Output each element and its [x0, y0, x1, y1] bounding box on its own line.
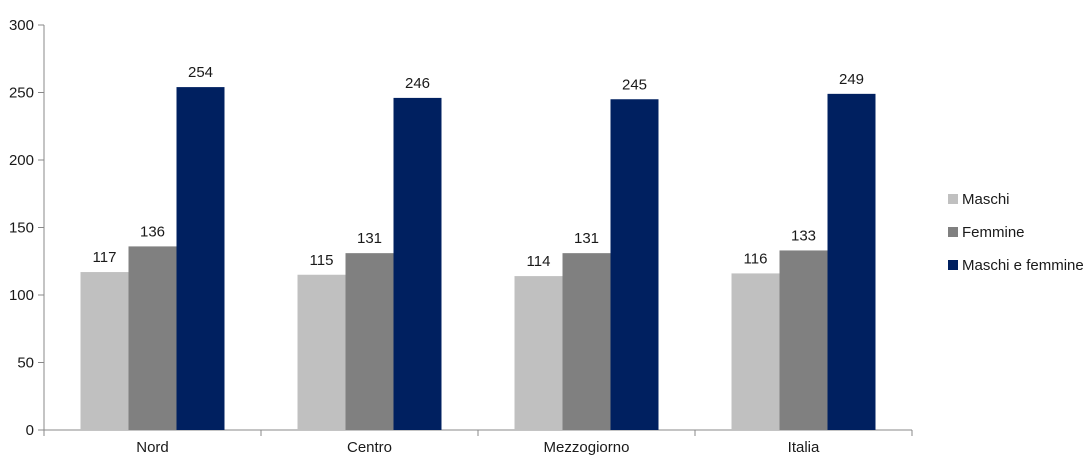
bar [779, 250, 828, 430]
y-tick-label: 200 [9, 152, 34, 169]
data-label: 133 [791, 227, 816, 244]
bar [176, 87, 225, 430]
bar [393, 97, 442, 431]
data-label: 131 [574, 230, 599, 247]
y-axis: 0 50 100 150 200 250 300 [9, 17, 45, 439]
data-label: 116 [744, 250, 768, 267]
x-category-label: Italia [788, 439, 820, 456]
data-label: 249 [839, 71, 864, 88]
y-tick-label: 100 [9, 287, 34, 304]
data-label: 136 [140, 223, 165, 240]
bar [80, 272, 129, 430]
data-label: 245 [622, 76, 647, 93]
x-category-label: Centro [347, 439, 392, 456]
legend-swatch [948, 194, 958, 204]
legend-label: Maschi e femmine [962, 257, 1084, 274]
x-axis: Nord Centro Mezzogiorno Italia [43, 429, 913, 456]
x-category-label: Mezzogiorno [544, 439, 630, 456]
legend-swatch [948, 227, 958, 237]
x-category-label: Nord [136, 439, 169, 456]
bar [731, 273, 780, 430]
data-label: 117 [93, 249, 117, 266]
data-labels: 117 136 254 115 131 246 114 131 245 116 133 249 [93, 64, 864, 270]
y-tick-label: 150 [9, 220, 34, 237]
legend-label: Maschi [962, 191, 1010, 208]
legend-label: Femmine [962, 224, 1025, 241]
y-tick-label: 50 [17, 355, 34, 372]
legend: Maschi Femmine Maschi e femmine [948, 191, 1084, 274]
data-label: 131 [357, 230, 382, 247]
legend-swatch [948, 260, 958, 270]
bar [514, 276, 563, 430]
data-label: 115 [310, 252, 334, 269]
bar [297, 274, 346, 430]
y-tick-label: 0 [26, 422, 34, 439]
bar [827, 93, 876, 430]
bar [610, 99, 659, 430]
data-label: 254 [188, 64, 213, 81]
data-label: 246 [405, 75, 430, 92]
y-tick-label: 250 [9, 85, 34, 102]
data-label: 114 [527, 253, 551, 270]
y-tick-label: 300 [9, 17, 34, 34]
bar [345, 253, 394, 430]
bar [128, 246, 177, 430]
bars [80, 87, 876, 431]
bar [562, 253, 611, 430]
